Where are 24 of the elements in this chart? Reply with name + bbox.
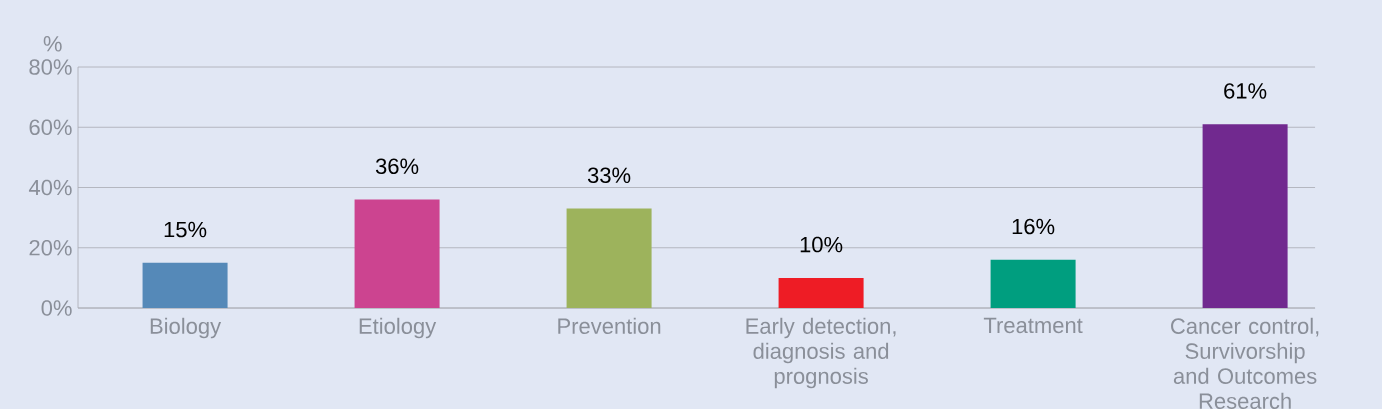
bar (1202, 124, 1288, 308)
bar (778, 277, 864, 308)
data-label: 16% (1012, 218, 1055, 235)
x-tick-label: Early detection, diagnosis and prognosis (746, 317, 896, 389)
data-label: 61% (1224, 83, 1267, 99)
data-label: 15% (164, 221, 207, 238)
bar (142, 262, 228, 308)
y-tick-label: 60% (29, 119, 72, 135)
x-tick-label: Prevention (558, 317, 661, 334)
y-tick-label: 0% (41, 300, 72, 316)
data-label: 33% (587, 167, 631, 183)
x-tick-label: Treatment (983, 317, 1083, 333)
y-tick-label: 80% (29, 59, 72, 75)
x-tick-label: Etiology (359, 317, 437, 339)
y-tick-label: 40% (28, 179, 72, 196)
bar (354, 199, 440, 308)
x-tick-label: Cancer control, Survivorship and Outcomes Research (1171, 317, 1319, 409)
bar (566, 208, 652, 308)
bar (990, 259, 1076, 308)
x-tick-label: Biology (150, 317, 222, 339)
y-axis-title: % (43, 35, 62, 52)
data-label: 10% (800, 236, 843, 253)
y-tick-label: 20% (29, 239, 72, 256)
data-label: 36% (375, 158, 419, 174)
